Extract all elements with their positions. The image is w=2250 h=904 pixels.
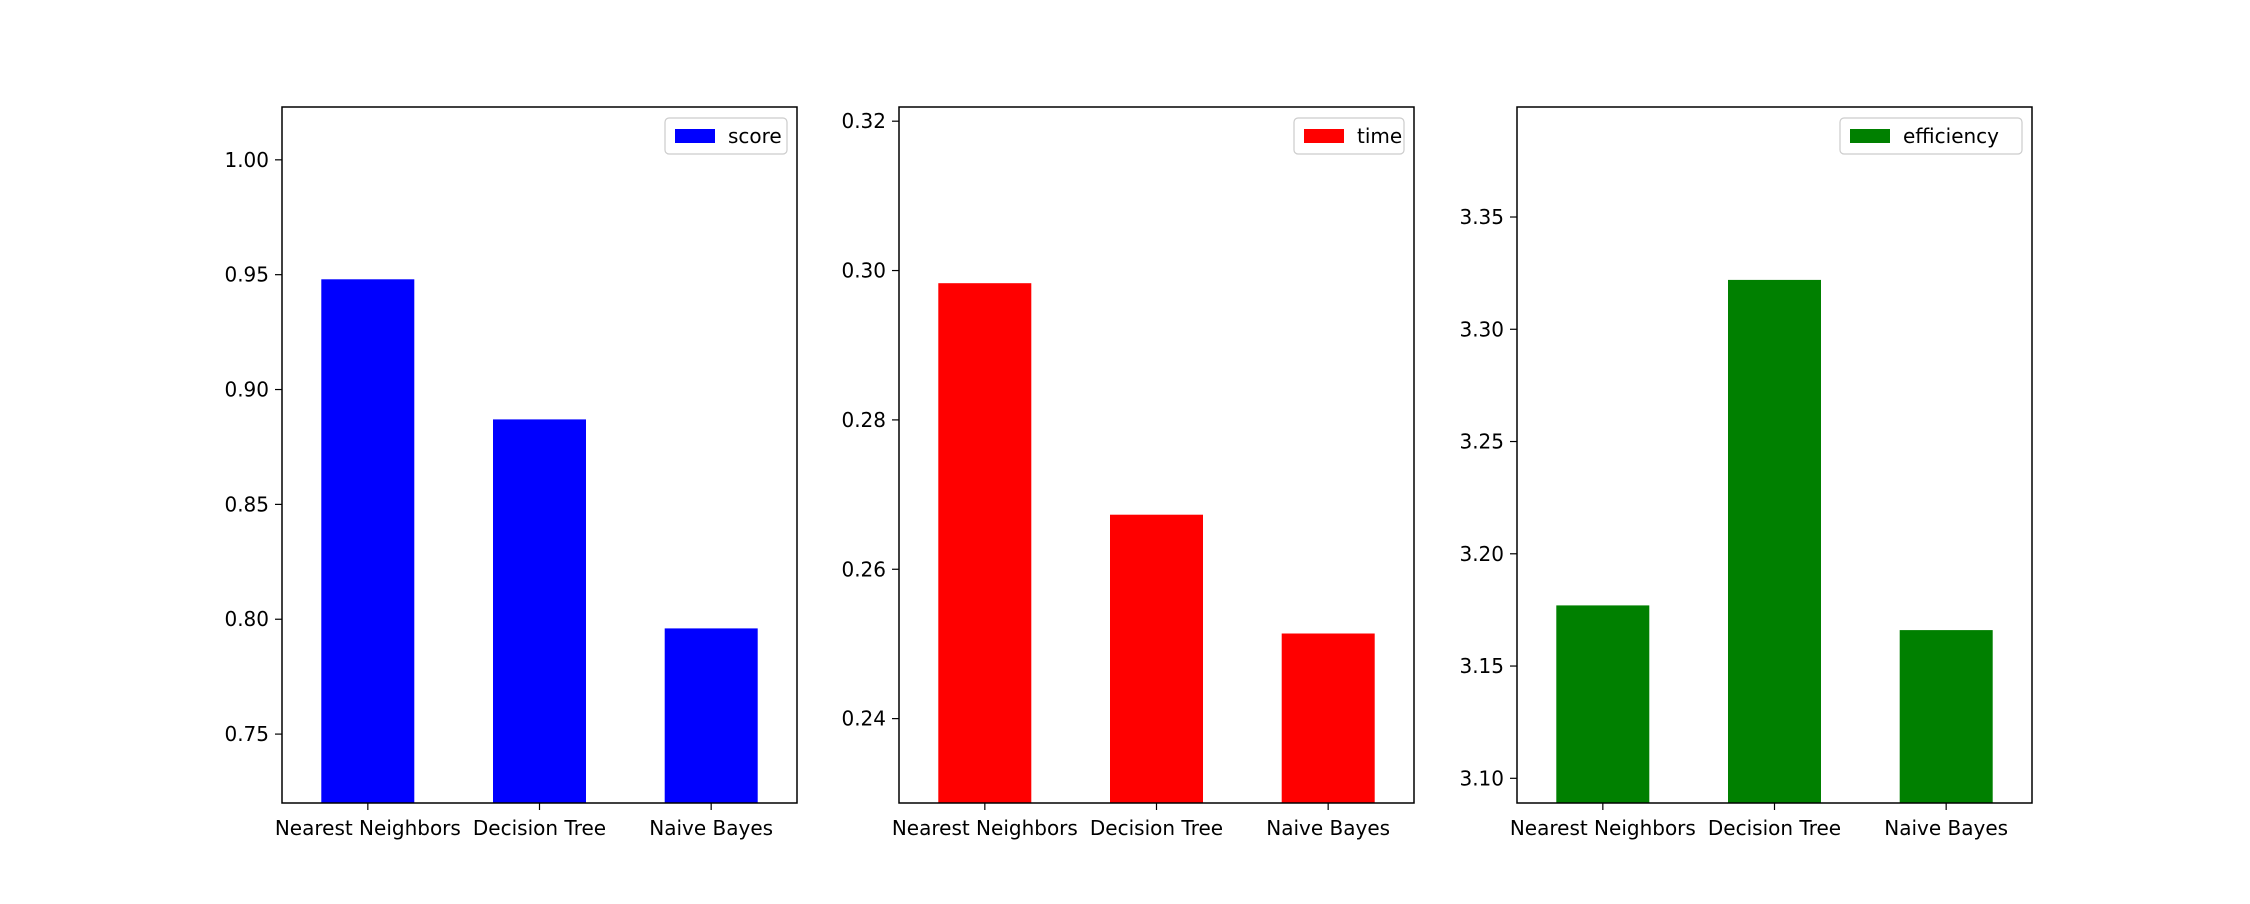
legend: score bbox=[664, 117, 788, 155]
y-tick-label: 3.25 bbox=[1459, 430, 1504, 454]
y-tick-label: 0.30 bbox=[841, 259, 886, 283]
x-tick-label: Naive Bayes bbox=[1884, 816, 2008, 840]
chart-panel-2: 0.24 0.26 0.28 0.30 0.32 Nearest Neighbors Dec… bbox=[841, 106, 1415, 840]
bar-decision-tree bbox=[1110, 514, 1203, 803]
legend-label: efficiency bbox=[1903, 124, 1999, 148]
x-tick-label: Decision Tree bbox=[473, 816, 606, 840]
bar-decision-tree bbox=[1728, 279, 1821, 803]
y-tick-label: 3.10 bbox=[1459, 766, 1504, 790]
y-tick-label: 0.90 bbox=[224, 378, 269, 402]
legend: time bbox=[1293, 117, 1405, 155]
legend-box bbox=[1293, 117, 1405, 155]
y-tick-label: 1.00 bbox=[224, 148, 269, 172]
x-tick-label: Nearest Neighbors bbox=[275, 816, 461, 840]
x-tick-label: Decision Tree bbox=[1708, 816, 1841, 840]
y-tick-label: 3.15 bbox=[1459, 654, 1504, 678]
y-tick-label: 3.30 bbox=[1459, 317, 1504, 341]
chart-panel-3: 3.10 3.15 3.20 3.25 3.30 3.35 Nearest Neighbor… bbox=[1459, 106, 2033, 840]
bar-naive-bayes bbox=[1281, 633, 1375, 803]
y-tick-label: 0.28 bbox=[841, 408, 886, 432]
y-tick-label: 0.24 bbox=[841, 707, 886, 731]
legend-label: time bbox=[1357, 124, 1402, 148]
x-tick-label: Nearest Neighbors bbox=[892, 816, 1078, 840]
bar-naive-bayes bbox=[1899, 630, 1993, 803]
bar-decision-tree bbox=[493, 419, 586, 803]
bar-nearest-neighbors bbox=[1556, 605, 1650, 803]
y-tick-label: 0.95 bbox=[224, 263, 269, 287]
y-tick-label: 0.32 bbox=[841, 109, 886, 133]
chart-panel-1: 0.75 0.80 0.85 0.90 0.95 1.00 Nearest Neighbor… bbox=[224, 106, 798, 840]
bar-naive-bayes bbox=[664, 628, 758, 803]
legend-swatch bbox=[675, 129, 715, 143]
y-tick-label: 3.35 bbox=[1459, 205, 1504, 229]
bar-nearest-neighbors bbox=[321, 279, 415, 803]
x-tick-label: Nearest Neighbors bbox=[1510, 816, 1696, 840]
legend: efficiency bbox=[1839, 117, 2023, 155]
legend-swatch bbox=[1304, 129, 1344, 143]
y-tick-label: 0.26 bbox=[841, 557, 886, 581]
legend-box bbox=[1839, 117, 2023, 155]
legend-swatch bbox=[1850, 129, 1890, 143]
y-tick-label: 3.20 bbox=[1459, 542, 1504, 566]
bar-nearest-neighbors bbox=[938, 283, 1032, 803]
x-tick-label: Decision Tree bbox=[1090, 816, 1223, 840]
y-tick-label: 0.85 bbox=[224, 492, 269, 516]
y-tick-label: 0.80 bbox=[224, 607, 269, 631]
y-tick-label: 0.75 bbox=[224, 722, 269, 746]
legend-label: score bbox=[728, 124, 782, 148]
legend-box bbox=[664, 117, 788, 155]
x-tick-label: Naive Bayes bbox=[649, 816, 773, 840]
x-tick-label: Naive Bayes bbox=[1266, 816, 1390, 840]
